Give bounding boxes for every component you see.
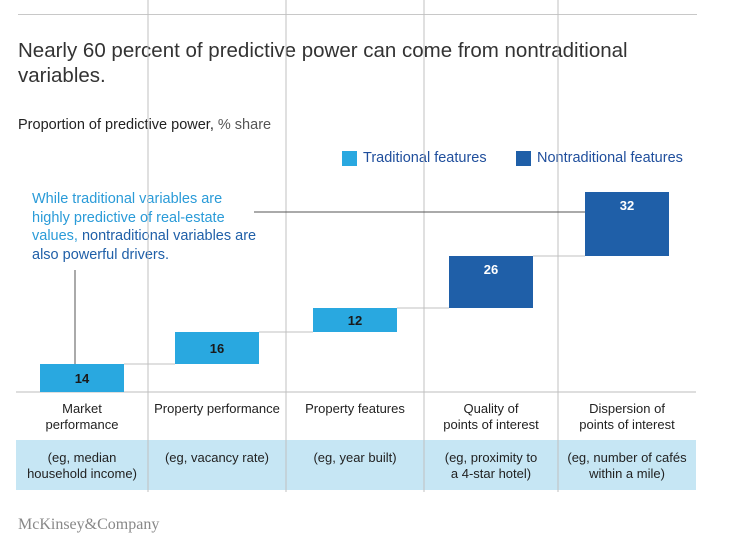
example-label: household income) [27, 466, 137, 481]
bar-value-label: 32 [620, 198, 634, 213]
category-label: points of interest [443, 417, 539, 432]
bar-nontraditional [449, 256, 533, 308]
bar-value-label: 12 [348, 313, 362, 328]
bar-traditional [40, 364, 124, 392]
subtitle-label: Proportion of predictive power, [18, 117, 214, 133]
examples-band [16, 440, 696, 490]
annotation-emphasis: nontraditional variables are also powerf… [32, 228, 257, 263]
category-label: Property features [305, 401, 405, 416]
bar-traditional [175, 332, 259, 364]
chart-annotation: While traditional variables are highly p… [32, 190, 257, 264]
category-label: Dispersion of [589, 401, 665, 416]
bar-value-label: 26 [484, 262, 498, 277]
category-label: Quality of [464, 401, 519, 416]
example-label: (eg, proximity to [445, 450, 537, 465]
example-label: (eg, vacancy rate) [165, 450, 269, 465]
example-label: a 4-star hotel) [451, 466, 531, 481]
bar-value-label: 16 [210, 341, 224, 356]
legend-swatch-traditional [342, 150, 357, 166]
legend-item-nontraditional: Nontraditional features [516, 150, 683, 166]
example-label: (eg, median [48, 450, 117, 465]
annotation-text: While traditional variables are highly p… [32, 191, 225, 244]
category-label: Market [62, 401, 102, 416]
legend-item-traditional: Traditional features [342, 150, 487, 166]
chart-subtitle: Proportion of predictive power, % share [18, 117, 271, 133]
category-label: Property performance [154, 401, 280, 416]
legend-label-nontraditional: Nontraditional features [537, 150, 683, 166]
bar-value-label: 14 [75, 371, 90, 386]
category-label: performance [46, 417, 119, 432]
headline: Nearly 60 percent of predictive power ca… [18, 39, 628, 87]
example-label: within a mile) [588, 466, 665, 481]
mckinsey-logo: McKinsey&Company [18, 516, 160, 533]
category-label: points of interest [579, 417, 675, 432]
bar-nontraditional [585, 192, 669, 256]
subtitle-unit: % share [217, 117, 272, 133]
legend-label-traditional: Traditional features [363, 150, 487, 166]
bar-traditional [313, 308, 397, 332]
top-rule [18, 14, 697, 15]
legend-swatch-nontraditional [516, 150, 531, 166]
example-label: (eg, year built) [313, 450, 396, 465]
example-label: (eg, number of cafés [567, 450, 687, 465]
